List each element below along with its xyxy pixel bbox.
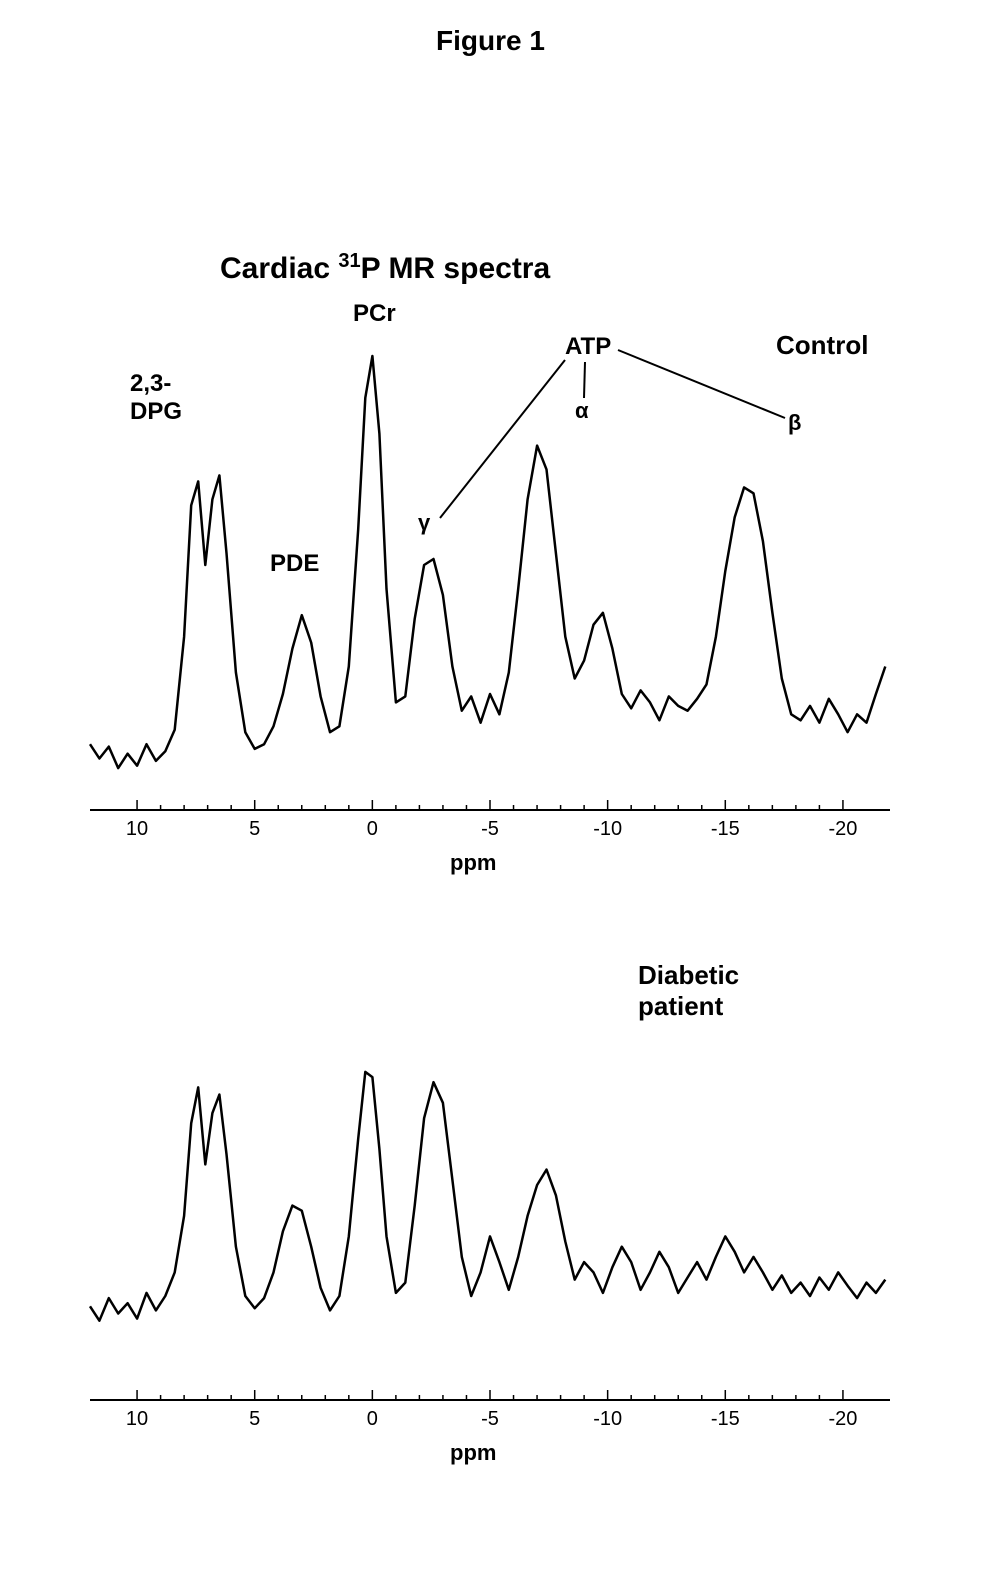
- tick-label: -10: [588, 1408, 628, 1431]
- bottom-spectrum-path: [90, 1072, 885, 1321]
- tick-label: 0: [352, 1408, 392, 1431]
- tick-label: 10: [117, 1408, 157, 1431]
- tick-label: 5: [235, 1408, 275, 1431]
- tick-label: -5: [470, 1408, 510, 1431]
- bottom-x-axis-label: ppm: [450, 1440, 496, 1466]
- tick-label: -15: [705, 1408, 745, 1431]
- bottom-spectrum-svg: [0, 0, 981, 1595]
- tick-label: -20: [823, 1408, 863, 1431]
- bottom-tick-group: [137, 1390, 843, 1400]
